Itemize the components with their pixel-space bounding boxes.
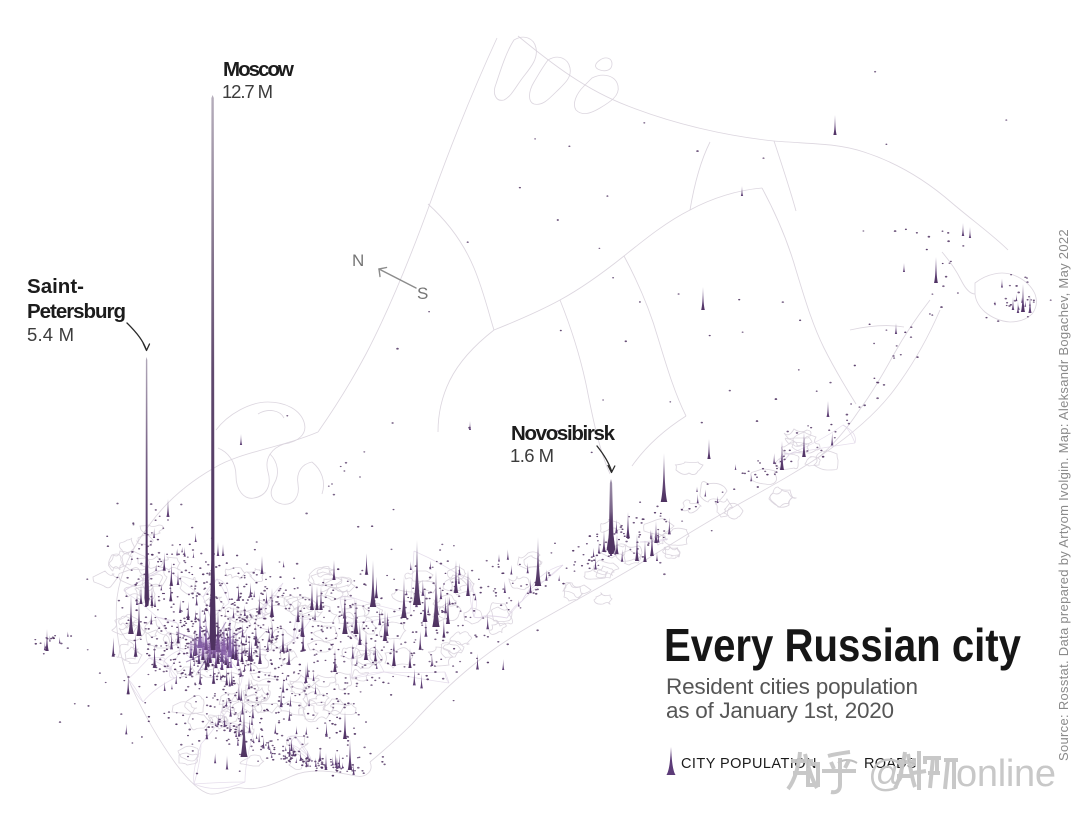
svg-text:online: online (956, 753, 1056, 795)
svg-text:Resident cities population: Resident cities population (666, 674, 918, 699)
svg-text:Every Russian city: Every Russian city (664, 619, 1021, 671)
svg-text:Moscow: Moscow (223, 58, 294, 81)
svg-text:Petersburg: Petersburg (27, 300, 126, 323)
svg-text:N: N (352, 251, 364, 270)
svg-text:1.6 M: 1.6 M (510, 445, 554, 466)
svg-text:as of January 1st, 2020: as of January 1st, 2020 (666, 698, 894, 723)
svg-text:Saint-: Saint- (27, 275, 84, 298)
svg-text:5.4 M: 5.4 M (27, 324, 74, 345)
svg-text:CITY POPULATION: CITY POPULATION (681, 756, 817, 772)
svg-text:Novosibirsk: Novosibirsk (511, 422, 616, 445)
svg-text:12.7 M: 12.7 M (222, 81, 273, 102)
svg-text:S: S (417, 284, 428, 303)
svg-text:Source: Rosstat. Data prepared: Source: Rosstat. Data prepared by Artyom… (1056, 229, 1071, 761)
